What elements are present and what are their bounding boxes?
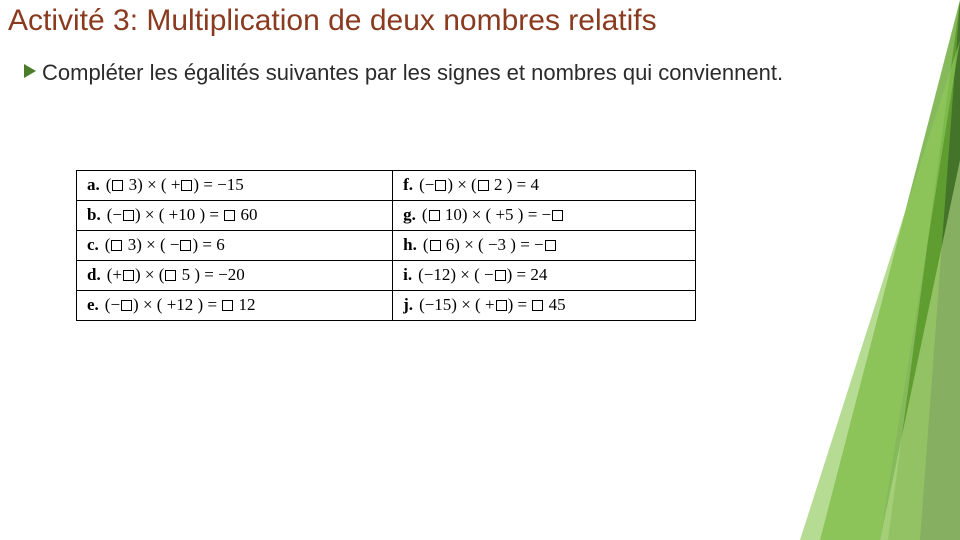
table-row: d. (+ ) × ( 5 ) = −20 i. (−12) × ( − ) = 24 <box>77 261 696 291</box>
blank-box <box>435 180 446 191</box>
blank-box <box>112 180 123 191</box>
blank-box <box>123 270 134 281</box>
table-cell-right: h. ( 6) × ( −3 ) = − <box>393 231 696 261</box>
blank-box <box>532 300 543 311</box>
equation-text: ( <box>422 205 428 224</box>
equation-text: (− <box>105 295 120 314</box>
equation-text: ( <box>106 175 112 194</box>
equation-text: 5 ) = −20 <box>177 265 244 284</box>
equation-text: ) × ( <box>447 175 476 194</box>
equation-text: (−15) × ( + <box>419 295 495 314</box>
blank-box <box>496 300 507 311</box>
exercise-table: a. ( 3) × ( + ) = −15 f. (− ) × ( 2 ) = 4 b. (−… <box>76 170 696 321</box>
bullet-icon <box>24 64 36 78</box>
equation-text: 3) × ( − <box>123 235 179 254</box>
equation-text: ( <box>105 235 111 254</box>
table-row: e. (− ) × ( +12 ) = 12 j. (−15) × ( + ) = 45 <box>77 291 696 321</box>
equation-text: ) = −15 <box>193 175 243 194</box>
exercise-table-wrap: a. ( 3) × ( + ) = −15 f. (− ) × ( 2 ) = 4 b. (−… <box>76 170 696 321</box>
table-cell-right: f. (− ) × ( 2 ) = 4 <box>393 171 696 201</box>
item-label: b. <box>87 205 101 224</box>
table-cell-left: c. ( 3) × ( − ) = 6 <box>77 231 393 261</box>
equation-text: (−12) × ( − <box>418 265 494 284</box>
equation-text: ) × ( <box>135 265 164 284</box>
blank-box <box>181 180 192 191</box>
equation-text: (+ <box>107 265 122 284</box>
equation-text: ( <box>423 235 429 254</box>
item-label: h. <box>403 235 417 254</box>
item-label: d. <box>87 265 101 284</box>
equation-text: 12 <box>234 295 255 314</box>
blank-box <box>478 180 489 191</box>
blank-box <box>165 270 176 281</box>
blank-box <box>180 240 191 251</box>
equation-text: 45 <box>544 295 565 314</box>
equation-text: ) = 24 <box>507 265 548 284</box>
table-cell-left: a. ( 3) × ( + ) = −15 <box>77 171 393 201</box>
equation-text: 60 <box>236 205 257 224</box>
blank-box <box>121 300 132 311</box>
equation-text: ) = <box>508 295 532 314</box>
table-row: c. ( 3) × ( − ) = 6 h. ( 6) × ( −3 ) = − <box>77 231 696 261</box>
item-label: c. <box>87 235 99 254</box>
equation-text: ) × ( +12 ) = <box>133 295 221 314</box>
item-label: i. <box>403 265 412 284</box>
equation-text: (− <box>419 175 434 194</box>
table-cell-right: i. (−12) × ( − ) = 24 <box>393 261 696 291</box>
table-cell-right: g. ( 10) × ( +5 ) = − <box>393 201 696 231</box>
blank-box <box>430 240 441 251</box>
item-label: a. <box>87 175 100 194</box>
item-label: g. <box>403 205 416 224</box>
table-cell-right: j. (−15) × ( + ) = 45 <box>393 291 696 321</box>
blank-box <box>552 210 563 221</box>
body-row: Compléter les égalités suivantes par les… <box>24 58 820 88</box>
blank-box <box>429 210 440 221</box>
equation-text: 6) × ( −3 ) = − <box>442 235 544 254</box>
equation-text: (− <box>107 205 122 224</box>
equation-text: 2 ) = 4 <box>490 175 539 194</box>
table-row: b. (− ) × ( +10 ) = 60 g. ( 10) × ( +5 ) = − <box>77 201 696 231</box>
equation-text: 3) × ( + <box>124 175 180 194</box>
table-cell-left: e. (− ) × ( +12 ) = 12 <box>77 291 393 321</box>
blank-box <box>545 240 556 251</box>
body-text: Compléter les égalités suivantes par les… <box>42 58 783 88</box>
blank-box <box>111 240 122 251</box>
equation-text: ) = 6 <box>192 235 224 254</box>
blank-box <box>123 210 134 221</box>
blank-box <box>495 270 506 281</box>
equation-text: ) × ( +10 ) = <box>135 205 223 224</box>
blank-box <box>224 210 235 221</box>
table-cell-left: b. (− ) × ( +10 ) = 60 <box>77 201 393 231</box>
item-label: e. <box>87 295 99 314</box>
table-row: a. ( 3) × ( + ) = −15 f. (− ) × ( 2 ) = 4 <box>77 171 696 201</box>
slide: Activité 3: Multiplication de deux nombr… <box>0 0 960 540</box>
table-cell-left: d. (+ ) × ( 5 ) = −20 <box>77 261 393 291</box>
item-label: j. <box>403 295 413 314</box>
equation-text: 10) × ( +5 ) = − <box>441 205 552 224</box>
blank-box <box>222 300 233 311</box>
item-label: f. <box>403 175 413 194</box>
slide-title: Activité 3: Multiplication de deux nombr… <box>8 4 657 38</box>
